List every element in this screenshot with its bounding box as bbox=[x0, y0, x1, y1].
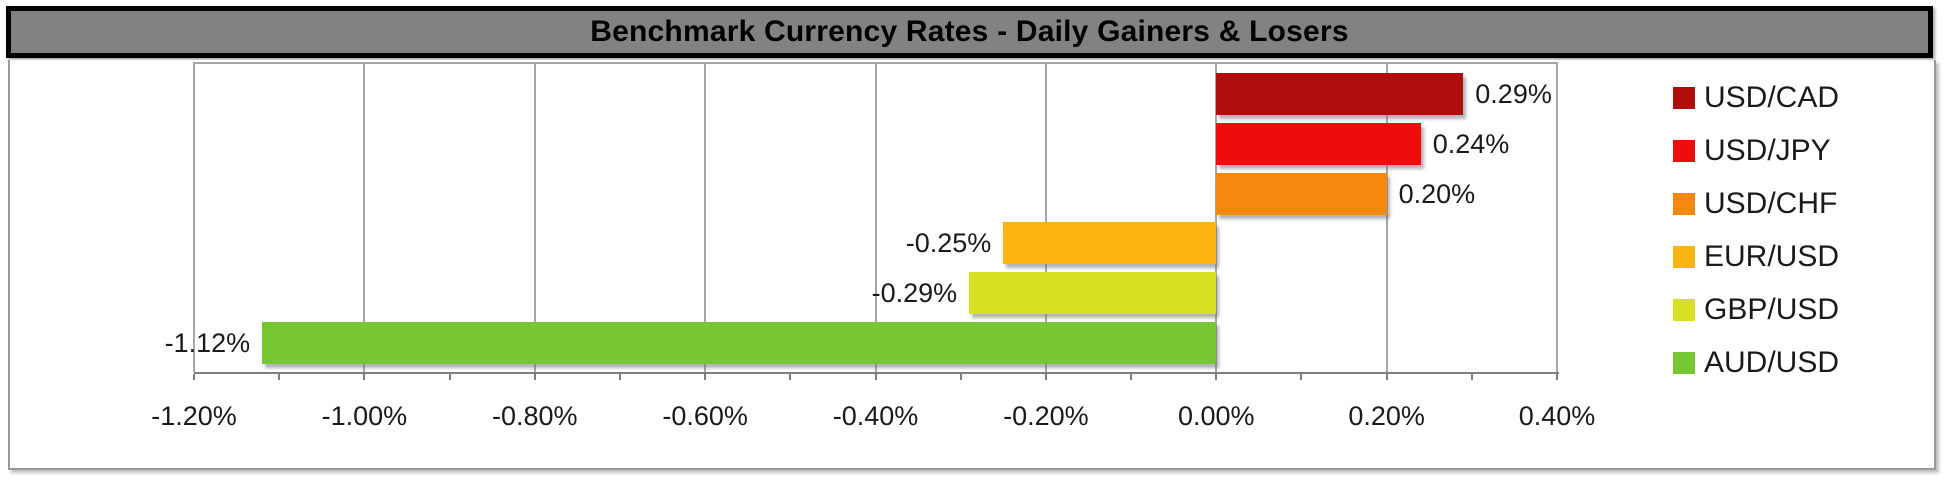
x-axis-tick bbox=[1215, 374, 1218, 380]
x-axis-tick bbox=[789, 374, 792, 380]
bar-value-label-eur-usd: -0.25% bbox=[905, 228, 992, 259]
bar-usd-chf bbox=[1216, 172, 1387, 215]
gridline--1.00 bbox=[363, 62, 366, 372]
bar-value-label-gbp-usd: -0.29% bbox=[871, 278, 958, 309]
gridline--0.40 bbox=[874, 62, 877, 372]
bar-value-label-usd-jpy: 0.24% bbox=[1432, 128, 1510, 159]
x-axis-tick bbox=[278, 374, 281, 380]
bar-usd-cad bbox=[1216, 73, 1464, 115]
bar-value-label-aud-usd: -1.12% bbox=[164, 328, 251, 358]
legend-label-aud-usd: AUD/USD bbox=[1704, 346, 1840, 379]
gridline--0.60 bbox=[704, 62, 707, 372]
gridline--0.20 bbox=[1044, 62, 1047, 372]
x-axis-tick bbox=[193, 374, 195, 380]
legend-item-eur-usd: EUR/USD bbox=[1673, 240, 1840, 273]
x-axis-tick bbox=[618, 374, 621, 380]
legend-label-usd-jpy: USD/JPY bbox=[1704, 134, 1831, 167]
bar-aud-usd bbox=[262, 322, 1217, 364]
gridline--0.80 bbox=[533, 62, 536, 372]
gridline-0.00 bbox=[1215, 62, 1218, 372]
x-axis-tick bbox=[363, 374, 366, 380]
x-axis-tick bbox=[704, 374, 707, 380]
x-axis-tick bbox=[1385, 374, 1388, 380]
plot-top-border bbox=[194, 62, 1557, 64]
legend-swatch-gbp-usd bbox=[1673, 299, 1695, 321]
x-tick-label-0.40: 0.40% bbox=[1518, 401, 1596, 431]
x-axis-tick bbox=[448, 374, 451, 380]
bar-usd-jpy bbox=[1216, 122, 1421, 165]
chart-plot-region: 0.29% 0.24% 0.20% -0.25% -0.29% -1.12% -1.20%… bbox=[8, 60, 1936, 470]
legend-swatch-usd-cad bbox=[1673, 87, 1695, 109]
gridline-0.20 bbox=[1385, 62, 1388, 372]
x-axis-tick bbox=[1044, 374, 1047, 380]
x-axis-tick bbox=[874, 374, 877, 380]
x-axis-tick bbox=[533, 374, 536, 380]
x-axis-tick bbox=[1470, 374, 1473, 380]
gridline-0.40 bbox=[1556, 62, 1558, 372]
bar-value-label-usd-cad: 0.29% bbox=[1475, 79, 1552, 109]
legend-label-gbp-usd: GBP/USD bbox=[1704, 293, 1840, 326]
bar-eur-usd bbox=[1003, 222, 1217, 265]
x-axis-line bbox=[194, 372, 1559, 374]
legend-label-usd-cad: USD/CAD bbox=[1704, 81, 1840, 114]
legend-item-usd-cad: USD/CAD bbox=[1673, 81, 1840, 114]
x-axis-tick bbox=[1300, 374, 1303, 380]
legend-item-aud-usd: AUD/USD bbox=[1673, 346, 1840, 379]
bar-value-label-usd-chf: 0.20% bbox=[1398, 178, 1476, 209]
x-tick-label--0.80: -0.80% bbox=[491, 401, 578, 431]
x-tick-label--0.40: -0.40% bbox=[832, 401, 919, 431]
chart-title-bar: Benchmark Currency Rates - Daily Gainers… bbox=[6, 6, 1933, 58]
legend-swatch-usd-jpy bbox=[1673, 140, 1695, 162]
x-axis-tick bbox=[959, 374, 962, 380]
legend-swatch-eur-usd bbox=[1673, 246, 1695, 268]
bar-gbp-usd bbox=[969, 272, 1217, 315]
legend-label-usd-chf: USD/CHF bbox=[1704, 187, 1838, 220]
x-axis-tick bbox=[1556, 374, 1558, 380]
x-tick-label-0.00: 0.00% bbox=[1177, 401, 1255, 431]
legend-swatch-aud-usd bbox=[1673, 352, 1695, 374]
x-tick-label--0.20: -0.20% bbox=[1003, 401, 1089, 431]
x-axis-tick bbox=[1130, 374, 1133, 380]
chart-title: Benchmark Currency Rates - Daily Gainers… bbox=[590, 15, 1349, 48]
x-tick-label--0.60: -0.60% bbox=[662, 401, 748, 431]
x-tick-label-0.20: 0.20% bbox=[1348, 401, 1425, 431]
gridline--1.20 bbox=[193, 62, 195, 372]
x-tick-label--1.20: -1.20% bbox=[151, 401, 237, 431]
legend-label-eur-usd: EUR/USD bbox=[1704, 240, 1840, 273]
legend-swatch-usd-chf bbox=[1673, 193, 1695, 215]
x-tick-label--1.00: -1.00% bbox=[321, 401, 408, 431]
legend-item-usd-jpy: USD/JPY bbox=[1673, 134, 1831, 167]
legend-item-gbp-usd: GBP/USD bbox=[1673, 293, 1840, 326]
legend-item-usd-chf: USD/CHF bbox=[1673, 187, 1838, 220]
